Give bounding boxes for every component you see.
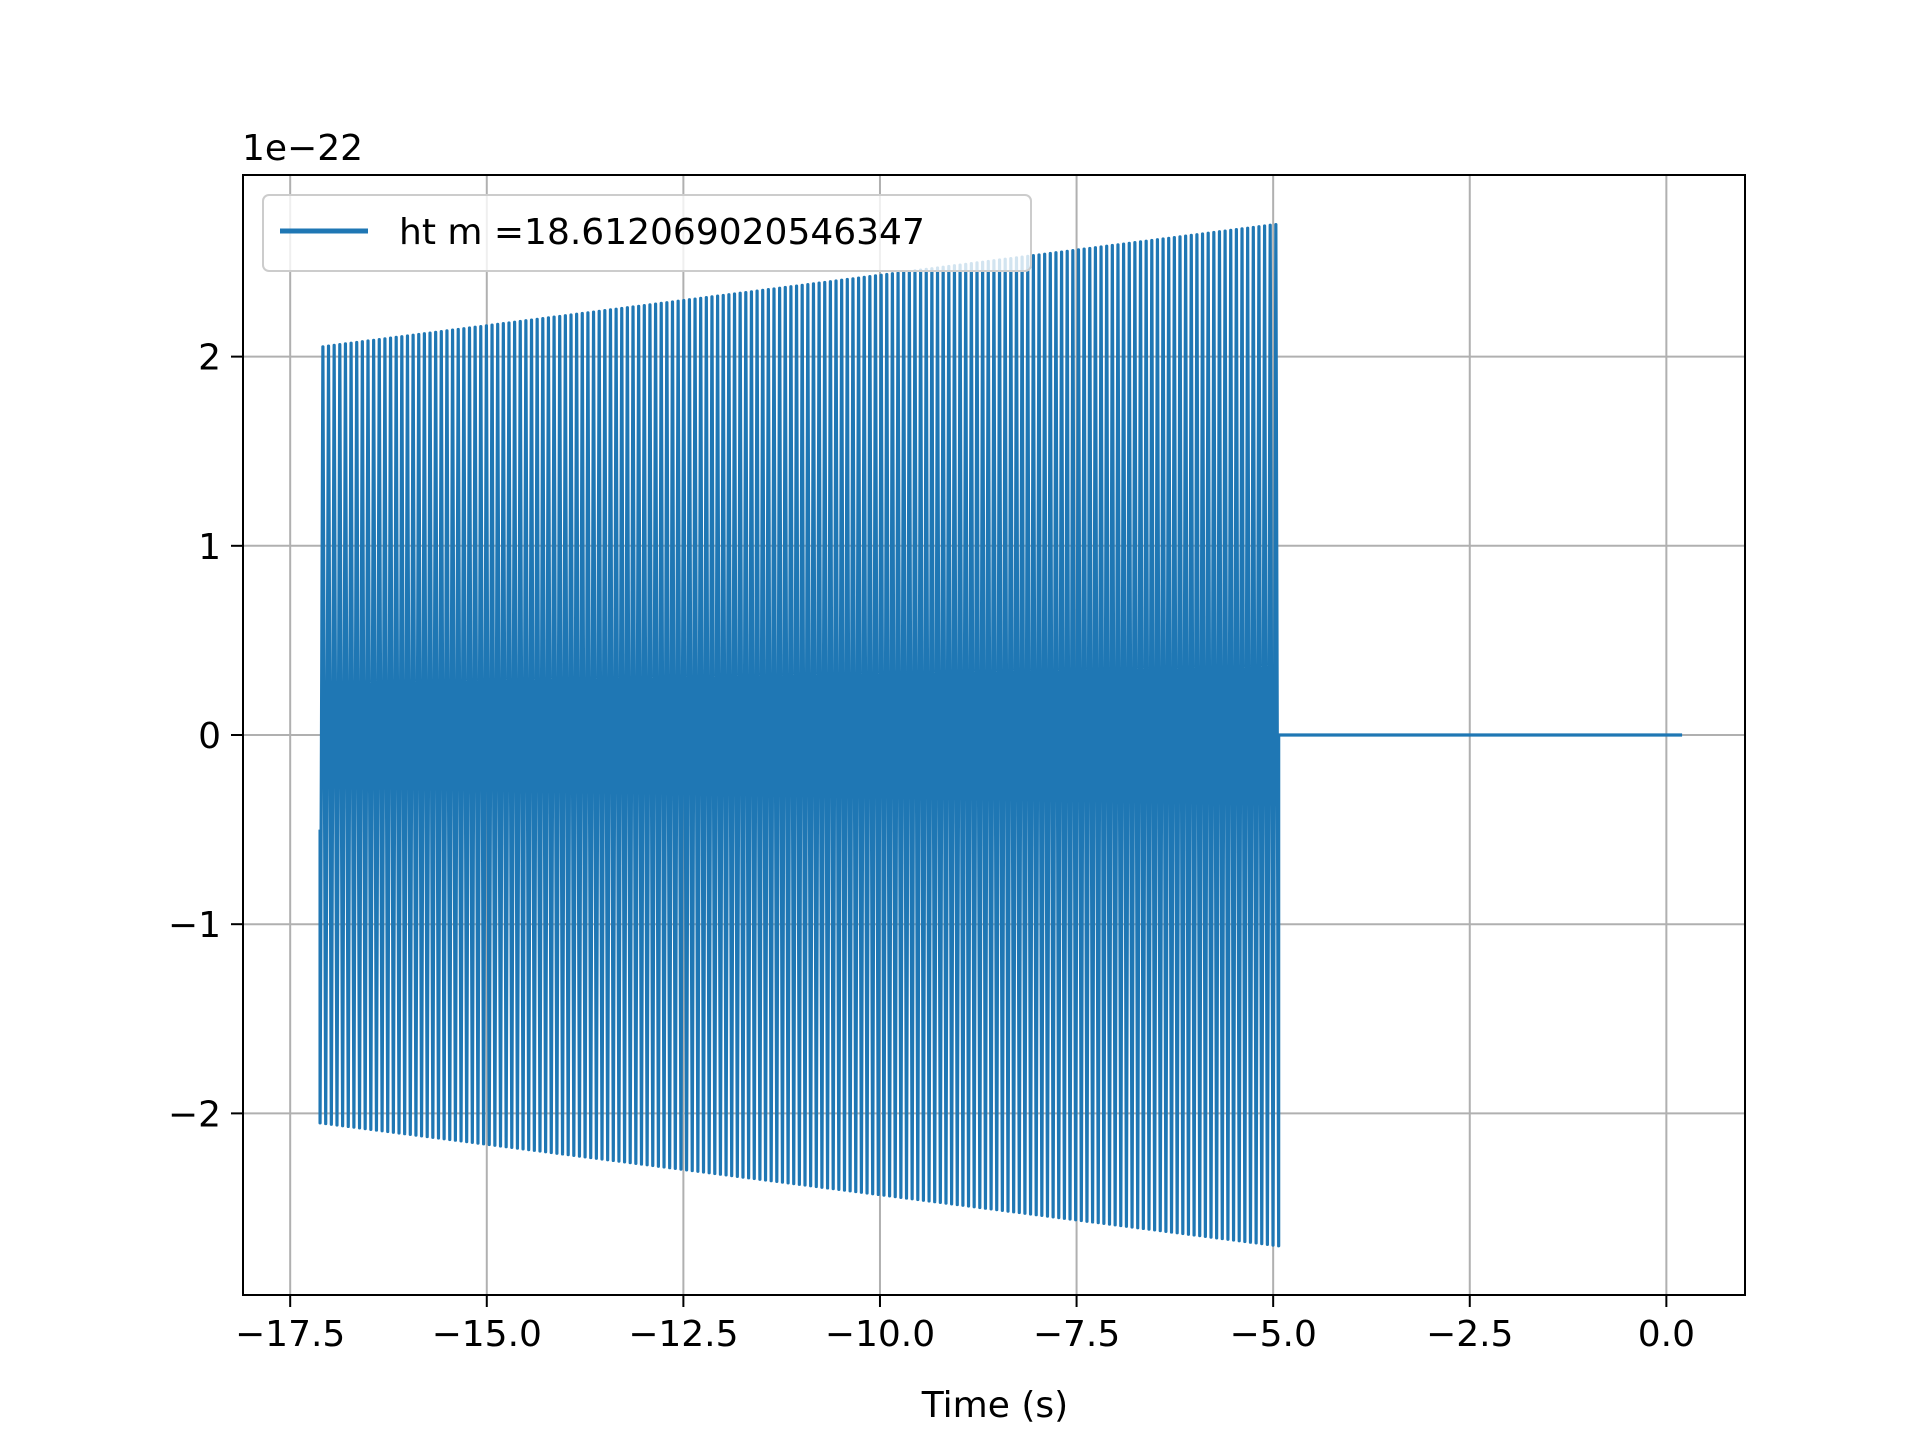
x-tick-label: −10.0 [825,1314,935,1355]
series [318,222,1683,1248]
y-offset-label: 1e−22 [242,128,363,169]
y-tick-label: 0 [198,716,221,757]
series-line [318,222,1683,1248]
y-tick-label: −2 [168,1094,221,1135]
x-tick-label: −15.0 [432,1314,542,1355]
x-tick-label: −2.5 [1426,1314,1513,1355]
legend-box [262,194,1032,272]
x-tick-label: −7.5 [1033,1314,1120,1355]
x-tick-label: −17.5 [235,1314,345,1355]
legend-label: ht m =18.612069020546347 [399,212,925,253]
x-tick-label: −12.5 [628,1314,738,1355]
x-axis-label: Time (s) [921,1385,1068,1426]
x-tick-label: 0.0 [1638,1314,1695,1355]
axes-frame [242,174,1746,1296]
ticks: −17.5 −15.0 −12.5 −10.0 −7.5 −5.0 −2.5 0.0 −2 −1 0… [168,338,1695,1355]
x-tick-label: −5.0 [1229,1314,1316,1355]
legend: ht m =18.612069020546347 [262,194,1032,272]
y-tick-label: 1 [198,527,221,568]
y-tick-label: 2 [198,338,221,379]
y-tick-label: −1 [168,905,221,946]
